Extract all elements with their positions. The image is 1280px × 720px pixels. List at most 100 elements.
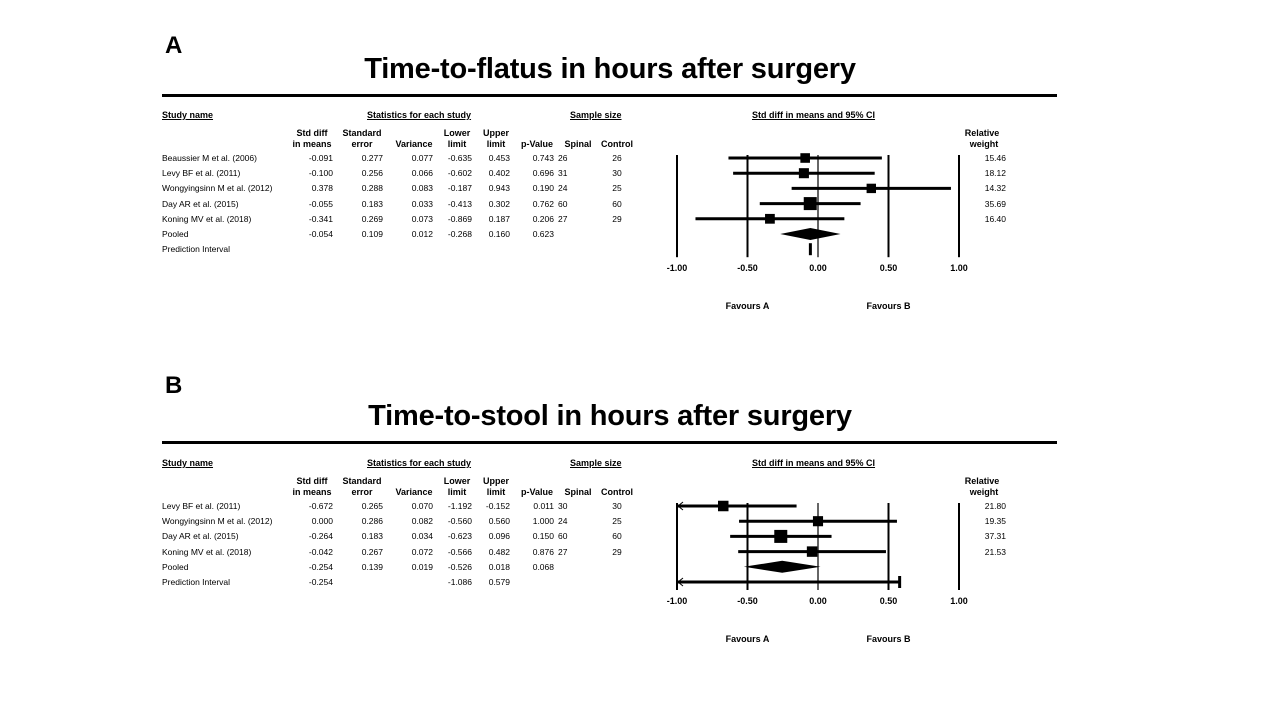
cell-p: 1.000 — [532, 516, 554, 527]
cell-smd: -0.672 — [308, 501, 333, 511]
column-header-line1: Std diff — [296, 128, 328, 138]
cell-spinal: 24 — [558, 516, 568, 527]
cell-p: 0.150 — [532, 531, 554, 542]
column-header-line2: limit — [486, 139, 506, 149]
cell-control: 25 — [612, 516, 622, 527]
study-name-header: Study name — [162, 458, 214, 468]
title-rule — [162, 441, 1057, 444]
point-estimate-square — [717, 500, 729, 512]
cell-lower: -0.187 — [447, 183, 472, 194]
cell-variance: 0.073 — [411, 213, 433, 224]
cell-se: 0.265 — [361, 501, 383, 511]
cell-spinal: 24 — [558, 183, 568, 194]
cell-lower: -0.560 — [447, 516, 472, 527]
prediction-lower: -1.086 — [447, 577, 472, 587]
column-header-line2: p-Value — [520, 139, 553, 149]
point-estimate-square — [798, 168, 809, 179]
pooled-smd: -0.054 — [308, 229, 333, 239]
study-name: Beaussier M et al. (2006) — [162, 153, 257, 163]
statistics-group-header: Statistics for each study — [367, 458, 472, 468]
study-name: Koning MV et al. (2018) — [162, 213, 252, 224]
cell-smd: -0.264 — [308, 531, 333, 542]
column-header-line2: limit — [486, 487, 506, 497]
cell-variance: 0.034 — [411, 531, 433, 542]
relative-weight-header: Relative — [964, 128, 1000, 138]
study-name: Koning MV et al. (2018) — [162, 546, 252, 557]
column-header-line2: in means — [292, 139, 332, 149]
cell-variance: 0.072 — [411, 546, 433, 557]
favours-right-label: Favours B — [866, 301, 911, 312]
cell-variance: 0.070 — [411, 501, 433, 511]
column-header-line2: limit — [447, 487, 467, 497]
column-header-line1: Standard — [342, 128, 382, 138]
cell-lower: -0.413 — [447, 198, 472, 209]
point-estimate-square — [803, 197, 817, 211]
x-tick-label: -1.00 — [666, 596, 688, 606]
cell-lower: -1.192 — [447, 501, 472, 511]
panel-label: B — [165, 372, 183, 399]
pooled-se: 0.139 — [361, 561, 383, 572]
favours-right-label: Favours B — [866, 634, 911, 644]
cell-spinal: 27 — [558, 213, 568, 224]
pooled-label: Pooled — [162, 561, 189, 572]
cell-spinal: 30 — [558, 501, 568, 511]
relative-weight-value: 14.32 — [984, 183, 1006, 194]
pooled-variance: 0.019 — [411, 561, 433, 572]
cell-control: 60 — [612, 198, 622, 209]
relative-weight-value: 37.31 — [984, 531, 1006, 542]
cell-p: 0.696 — [532, 168, 554, 179]
study-name: Levy BF et al. (2011) — [162, 501, 241, 511]
column-header-line2: in means — [292, 487, 332, 497]
x-tick-label: 0.00 — [809, 596, 827, 606]
study-name-header: Study name — [162, 110, 214, 120]
relative-weight-value: 21.53 — [984, 546, 1006, 557]
cell-se: 0.183 — [361, 531, 383, 542]
x-tick-label: -1.00 — [666, 263, 688, 274]
panel-label: A — [165, 32, 183, 59]
prediction-interval-label: Prediction Interval — [162, 244, 231, 255]
cell-upper: 0.482 — [488, 546, 510, 557]
pooled-se: 0.109 — [361, 229, 383, 239]
pooled-lower: -0.268 — [447, 229, 472, 239]
column-header-line2: Variance — [395, 487, 433, 497]
point-estimate-square — [765, 213, 775, 224]
cell-smd: 0.000 — [311, 516, 333, 527]
study-name: Levy BF et al. (2011) — [162, 168, 241, 179]
relative-weight-header: weight — [969, 487, 999, 497]
cell-lower: -0.566 — [447, 546, 472, 557]
cell-control: 25 — [612, 183, 622, 194]
cell-upper: 0.560 — [488, 516, 510, 527]
column-header-line2: Control — [601, 139, 633, 149]
x-tick-label: -0.50 — [737, 263, 758, 274]
cell-se: 0.286 — [361, 516, 383, 527]
column-header-line1: Upper — [482, 128, 509, 138]
title-rule — [162, 94, 1057, 97]
favours-left-label: Favours A — [725, 301, 770, 312]
relative-weight-value: 19.35 — [984, 516, 1006, 527]
study-name: Day AR et al. (2015) — [162, 531, 239, 542]
column-header-line2: Spinal — [564, 139, 592, 149]
relative-weight-value: 16.40 — [984, 213, 1006, 224]
cell-variance: 0.033 — [411, 198, 433, 209]
cell-spinal: 26 — [558, 153, 568, 163]
cell-upper: -0.152 — [485, 501, 510, 511]
column-header-line2: error — [351, 487, 373, 497]
cell-control: 30 — [612, 501, 622, 511]
relative-weight-value: 18.12 — [984, 168, 1006, 179]
cell-smd: -0.341 — [308, 213, 333, 224]
cell-p: 0.206 — [532, 213, 554, 224]
column-header-line2: Spinal — [564, 487, 592, 497]
cell-variance: 0.066 — [411, 168, 433, 179]
cell-se: 0.183 — [361, 198, 383, 209]
cell-se: 0.267 — [361, 546, 383, 557]
plot-group-header: Std diff in means and 95% CI — [752, 110, 876, 120]
column-header-line2: limit — [447, 139, 467, 149]
point-estimate-square — [800, 153, 810, 163]
prediction-smd: -0.254 — [308, 577, 333, 587]
x-tick-label: 0.50 — [879, 596, 898, 606]
cell-control: 29 — [612, 213, 622, 224]
cell-upper: 0.453 — [488, 153, 510, 163]
prediction-interval-label: Prediction Interval — [162, 577, 231, 587]
